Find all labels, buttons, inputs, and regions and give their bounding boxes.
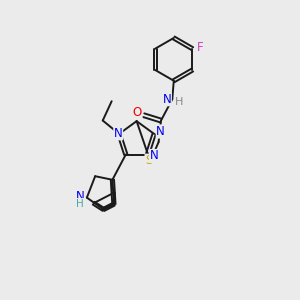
Text: N: N <box>156 125 165 138</box>
Text: N: N <box>150 149 158 163</box>
Text: S: S <box>145 154 152 167</box>
Text: O: O <box>133 106 142 119</box>
Text: H: H <box>175 97 183 106</box>
Text: N: N <box>163 93 171 106</box>
Text: F: F <box>197 41 204 54</box>
Text: H: H <box>76 199 84 208</box>
Text: N: N <box>114 127 123 140</box>
Text: N: N <box>76 190 85 203</box>
